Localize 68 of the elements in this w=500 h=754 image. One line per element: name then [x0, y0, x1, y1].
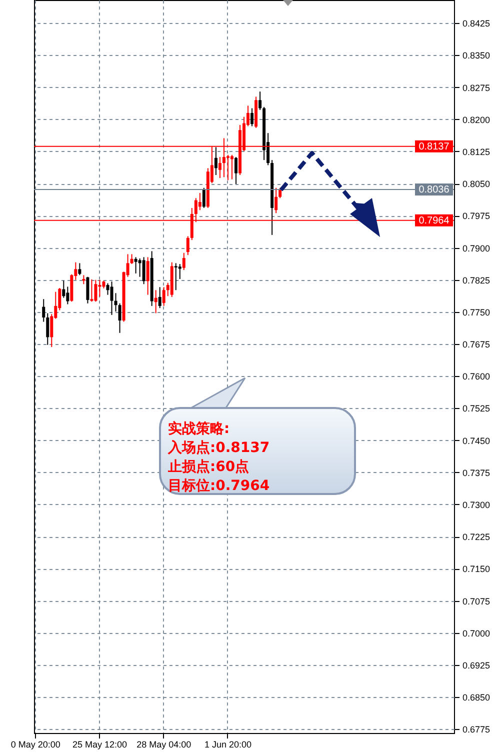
candlestick: [146, 256, 150, 296]
y-tick-label: 0.8350: [462, 50, 490, 61]
candlestick: [66, 286, 70, 305]
y-tick-label: 0.8275: [462, 82, 490, 93]
y-tick-label: 0.8125: [462, 146, 490, 157]
candlestick: [134, 256, 138, 274]
y-tick-label: 0.7825: [462, 275, 490, 286]
candlestick: [214, 146, 218, 176]
candlestick: [226, 154, 230, 181]
annotation: 目标位:0.7964: [168, 477, 270, 496]
candlestick: [278, 187, 282, 199]
y-tick-label: 0.8050: [462, 179, 490, 190]
candlestick: [186, 236, 190, 256]
candlestick: [130, 254, 134, 265]
ref-line-label: 0.8036: [418, 184, 450, 196]
x-tick-label: 0 May 20:00: [10, 740, 60, 750]
y-tick-label: 0.8425: [462, 18, 490, 29]
candlestick: [90, 278, 94, 302]
annotation: 入场点:0.8137: [168, 439, 270, 458]
y-tick-label: 0.7675: [462, 340, 490, 350]
y-tick-label: 0.7000: [462, 628, 490, 638]
y-tick-label: 0.7750: [462, 307, 490, 318]
y-tick-label: 0.7600: [462, 372, 490, 382]
candlestick: [142, 256, 146, 285]
candlestick: [258, 91, 262, 110]
candlestick: [138, 258, 142, 278]
y-tick-label: 0.8200: [462, 114, 490, 125]
candlestick: [174, 262, 178, 291]
annotation: 止损点:60点: [168, 458, 250, 477]
y-tick-label: 0.7300: [462, 500, 490, 510]
candlestick: [86, 276, 90, 304]
candlestick: [274, 187, 278, 214]
ref-line-label: 0.7964: [418, 215, 450, 226]
y-tick-label: 0.7375: [462, 468, 490, 478]
y-tick-label: 0.6925: [462, 660, 490, 670]
candlestick: [62, 280, 66, 298]
candlestick: [218, 156, 222, 179]
candlestick: [230, 154, 234, 180]
y-tick-label: 0.7450: [462, 436, 490, 446]
x-tick-label: 25 May 12:00: [72, 740, 127, 750]
candlestick: [46, 312, 50, 346]
y-tick-label: 0.7225: [462, 532, 490, 542]
candlestick: [110, 281, 114, 316]
candlestick: [234, 156, 238, 184]
y-tick-label: 0.7525: [462, 404, 490, 414]
y-tick-label: 0.6850: [462, 692, 490, 703]
y-tick-label: 0.6775: [462, 724, 490, 735]
candlestick: [250, 108, 254, 127]
candlestick: [178, 264, 182, 280]
candlestick: [182, 252, 186, 271]
candlestick: [158, 286, 162, 309]
x-tick-label: 28 May 04:00: [136, 740, 192, 750]
candlestick: [162, 286, 166, 306]
y-tick-label: 0.7075: [462, 596, 490, 606]
candlestick: [198, 192, 202, 211]
candlestick: [78, 262, 82, 276]
y-tick-label: 0.7975: [462, 211, 490, 222]
candlestick: [114, 292, 118, 312]
annotation: 实战策略:: [168, 420, 231, 439]
ref-line-label: 0.8137: [418, 141, 450, 152]
y-tick-label: 0.7150: [462, 564, 490, 574]
y-tick-label: 0.7900: [462, 243, 490, 254]
candlestick: [42, 298, 46, 322]
candlestick: [202, 187, 206, 208]
candlestick: [118, 302, 122, 334]
x-tick-label: 1 Jun 20:00: [204, 740, 252, 750]
candlestick: [94, 279, 98, 302]
candlestick: [154, 290, 158, 314]
